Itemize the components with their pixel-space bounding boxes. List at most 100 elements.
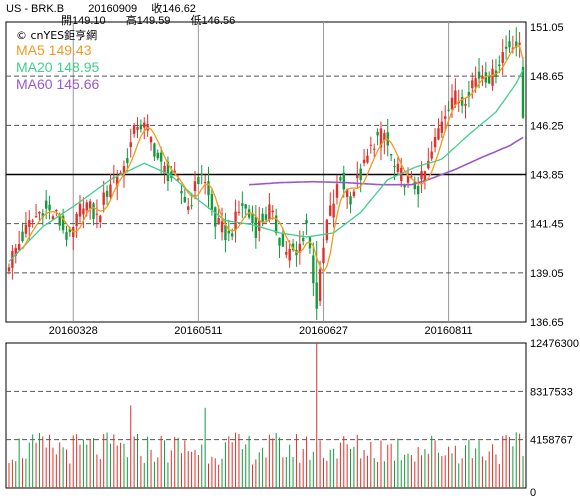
candle-body — [234, 211, 237, 231]
candle-body — [129, 142, 132, 148]
candle-body — [406, 175, 410, 183]
candle-body — [352, 191, 356, 197]
ma20-line — [8, 69, 524, 263]
candle-body — [349, 196, 352, 205]
price-panel-frame — [5, 21, 527, 323]
candle-body — [230, 233, 234, 237]
candle-body — [366, 155, 369, 163]
ma-legend-label: MA20 148.95 — [16, 59, 99, 75]
candle-body — [288, 248, 291, 261]
candle-body — [143, 122, 146, 128]
candle-body — [281, 234, 285, 247]
candle-body — [55, 210, 58, 212]
candle-body — [210, 194, 214, 210]
candle-body — [440, 121, 444, 133]
candle-body — [132, 125, 136, 134]
candle-body — [102, 192, 105, 205]
y-tick-label: 141.45 — [530, 219, 564, 231]
volume-tick-label: 0 — [530, 487, 536, 499]
candle-body — [504, 46, 508, 49]
candle-body — [193, 181, 197, 192]
candle-body — [315, 282, 318, 309]
candle-body — [356, 174, 359, 179]
candle-body — [176, 178, 180, 180]
x-tick-label: 20160511 — [174, 325, 222, 337]
candle-body — [342, 172, 345, 190]
candle-body — [437, 128, 440, 140]
candle-body — [75, 213, 78, 227]
candle-body — [28, 220, 31, 227]
candle-body — [227, 231, 231, 234]
candle-body — [491, 68, 494, 86]
candle-body — [274, 215, 278, 234]
candle-body — [393, 166, 396, 168]
candle-body — [58, 215, 61, 226]
candle-body — [278, 237, 281, 246]
candle-body — [139, 124, 143, 130]
candle-body — [149, 137, 153, 143]
candle-body — [95, 213, 99, 215]
candle-body — [271, 210, 274, 213]
candle-body — [41, 213, 45, 218]
candle-body — [312, 255, 315, 284]
volume-tick-label: 8317533 — [530, 386, 573, 398]
candle-body — [400, 167, 403, 181]
candle-body — [467, 91, 471, 98]
candle-body — [305, 220, 308, 224]
candle-body — [487, 75, 491, 84]
candle-body — [170, 171, 173, 178]
candle-body — [498, 64, 501, 67]
candle-body — [332, 203, 335, 218]
candle-body — [416, 185, 420, 195]
candle-body — [427, 160, 430, 169]
candle-body — [518, 42, 521, 45]
candle-body — [34, 216, 38, 218]
chart-header-line2: 開149.10 高149.59 低146.56 — [61, 15, 235, 27]
high-price-label: 高149.59 — [125, 15, 171, 27]
candle-body — [11, 250, 14, 268]
volume-tick-label: 4158767 — [530, 435, 573, 447]
y-tick-label: 151.05 — [530, 22, 564, 34]
candle-body — [396, 163, 400, 173]
candle-body — [403, 185, 406, 188]
candle-body — [166, 161, 170, 182]
candle-body — [410, 176, 413, 178]
candle-body — [477, 71, 481, 79]
candle-body — [61, 215, 65, 231]
candle-body — [471, 80, 474, 89]
candle-body — [379, 128, 383, 148]
candle-body — [481, 76, 484, 80]
open-price-label: 開149.10 — [61, 15, 106, 27]
ma-legend-label: MA5 149.43 — [16, 42, 92, 58]
ma-legend-label: MA60 145.66 — [16, 76, 99, 92]
y-tick-label: 139.05 — [530, 268, 564, 280]
chart-header: US - BRK.B 20160909 收146.62 — [6, 3, 196, 15]
candle-body — [126, 158, 129, 164]
candle-body — [237, 211, 241, 213]
candle-body — [65, 232, 68, 240]
candle-body — [318, 269, 322, 302]
candle-body — [464, 103, 467, 106]
candle-body — [301, 238, 305, 242]
ma60-line — [249, 136, 524, 186]
candle-body — [183, 196, 187, 203]
candle-body — [460, 96, 464, 106]
candle-body — [447, 109, 450, 111]
candle-body — [78, 203, 82, 217]
candle-body — [521, 66, 525, 118]
candle-body — [369, 144, 373, 146]
candle-body — [454, 90, 457, 105]
candle-body — [329, 205, 332, 216]
candle-body — [241, 203, 244, 207]
symbol-label: US - BRK.B — [6, 3, 65, 15]
candle-body — [433, 136, 437, 148]
candle-body — [214, 207, 217, 227]
candle-body — [254, 216, 258, 238]
candle-body — [88, 201, 92, 209]
candle-body — [264, 214, 268, 220]
candle-body — [82, 208, 85, 215]
candle-body — [203, 182, 207, 184]
candle-body — [159, 152, 163, 162]
y-tick-label: 146.25 — [530, 120, 564, 132]
candle-body — [116, 176, 119, 187]
